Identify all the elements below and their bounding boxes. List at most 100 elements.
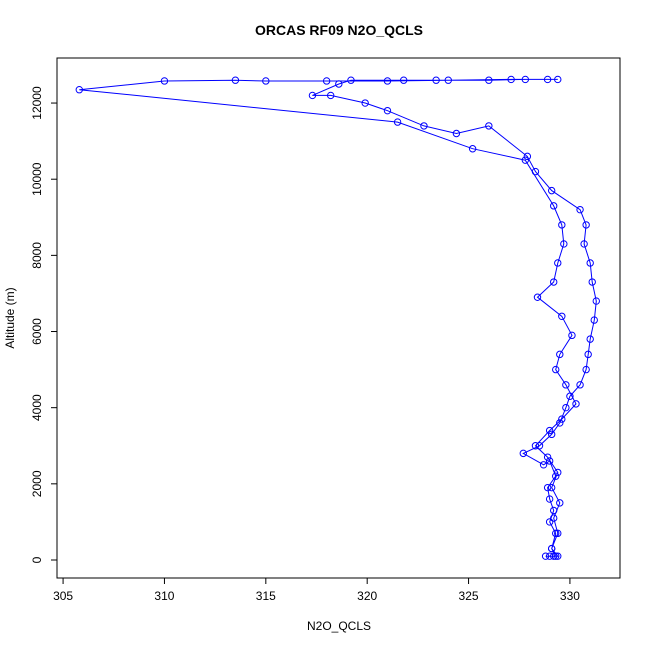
- data-point: [558, 312, 566, 320]
- data-point: [262, 77, 270, 85]
- data-point: [308, 91, 317, 100]
- data-point: [539, 461, 548, 469]
- data-point: [452, 129, 461, 138]
- data-point: [322, 77, 331, 85]
- data-point: [584, 350, 592, 359]
- data-point: [444, 76, 452, 84]
- data-point: [550, 202, 558, 210]
- data-point: [523, 152, 532, 161]
- x-tick-label: 305: [53, 589, 73, 603]
- data-point: [576, 205, 584, 214]
- data-point: [550, 552, 558, 560]
- data-point: [326, 91, 335, 100]
- chart-title: ORCAS RF09 N2O_QCLS: [255, 22, 423, 38]
- data-point: [550, 514, 558, 522]
- data-point: [586, 335, 594, 343]
- data-point: [535, 442, 544, 450]
- data-point: [560, 240, 568, 248]
- data-point: [550, 278, 558, 286]
- data-point: [533, 293, 542, 301]
- data-point: [554, 259, 562, 267]
- data-point: [590, 316, 598, 324]
- data-point: [521, 75, 530, 84]
- data-point: [468, 145, 477, 153]
- data-point: [545, 426, 554, 435]
- data-point: [562, 381, 570, 389]
- data-point: [420, 122, 428, 130]
- data-point: [552, 472, 560, 480]
- x-tick-label: 315: [256, 589, 276, 603]
- data-point: [545, 457, 554, 465]
- data-point: [556, 419, 564, 427]
- data-point: [558, 415, 566, 423]
- y-tick-label: 10000: [30, 162, 44, 196]
- plot-frame: [56, 57, 621, 579]
- data-point: [231, 76, 240, 84]
- data-point: [566, 392, 574, 400]
- data-point: [586, 259, 594, 267]
- data-point: [554, 468, 562, 477]
- data-point: [562, 403, 570, 412]
- data-point: [547, 186, 556, 195]
- data-point: [554, 552, 562, 560]
- data-point: [554, 75, 562, 84]
- data-point: [383, 77, 392, 85]
- data-point: [393, 118, 402, 126]
- data-point: [485, 122, 493, 130]
- data-point: [545, 495, 554, 503]
- data-point: [507, 75, 515, 84]
- data-point: [531, 167, 540, 176]
- x-tick-label: 310: [154, 589, 174, 603]
- y-tick-label: 8000: [30, 242, 44, 269]
- data-point: [432, 76, 440, 84]
- data-point: [550, 506, 558, 515]
- data-point: [543, 453, 552, 461]
- data-point: [547, 544, 556, 553]
- data-point: [582, 221, 590, 229]
- y-tick-label: 2000: [30, 470, 44, 497]
- data-point: [558, 221, 566, 229]
- data-point: [572, 400, 580, 408]
- series-line: [79, 78, 597, 557]
- x-tick-label: 325: [459, 589, 479, 603]
- y-tick-label: 6000: [30, 318, 44, 345]
- data-point: [554, 529, 562, 538]
- data-point: [556, 499, 564, 507]
- data-point: [347, 76, 355, 84]
- data-point: [580, 240, 588, 248]
- data-point: [485, 76, 493, 84]
- data-point: [519, 449, 527, 458]
- y-axis-label: Altitude (m): [3, 287, 17, 348]
- y-tick-label: 0: [30, 556, 44, 563]
- data-point: [556, 350, 564, 359]
- data-point: [383, 106, 392, 115]
- data-point: [552, 365, 560, 374]
- x-tick-label: 330: [560, 589, 580, 603]
- data-point: [543, 483, 552, 492]
- data-point: [568, 331, 576, 340]
- y-tick-label: 4000: [30, 394, 44, 421]
- data-point: [552, 552, 560, 560]
- data-point: [545, 518, 554, 526]
- data-point: [592, 297, 600, 305]
- data-point: [543, 75, 552, 84]
- data-point: [576, 381, 584, 389]
- data-point: [521, 156, 530, 164]
- data-point: [160, 77, 169, 85]
- data-point: [547, 483, 556, 492]
- data-point: [541, 552, 550, 560]
- data-point: [335, 80, 343, 88]
- data-point: [399, 76, 408, 84]
- data-point: [552, 529, 560, 538]
- x-tick-label: 320: [357, 589, 377, 603]
- data-point: [582, 365, 590, 374]
- data-point: [547, 430, 556, 439]
- data-point: [588, 278, 596, 286]
- y-tick-label: 12000: [30, 86, 44, 120]
- data-point: [361, 99, 369, 107]
- data-point: [531, 442, 540, 450]
- data-point: [75, 86, 84, 94]
- x-axis-label: N2O_QCLS: [307, 619, 371, 633]
